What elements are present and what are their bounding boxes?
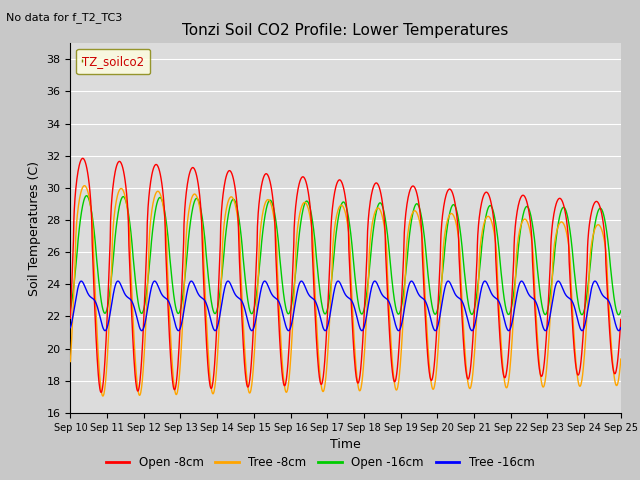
Legend: TZ_soilco2: TZ_soilco2 [76,49,150,74]
Legend: Open -8cm, Tree -8cm, Open -16cm, Tree -16cm: Open -8cm, Tree -8cm, Open -16cm, Tree -… [101,452,539,474]
Text: No data for f_T2_TC3: No data for f_T2_TC3 [6,12,123,23]
Y-axis label: Soil Temperatures (C): Soil Temperatures (C) [28,160,41,296]
Title: Tonzi Soil CO2 Profile: Lower Temperatures: Tonzi Soil CO2 Profile: Lower Temperatur… [182,23,509,38]
X-axis label: Time: Time [330,438,361,451]
